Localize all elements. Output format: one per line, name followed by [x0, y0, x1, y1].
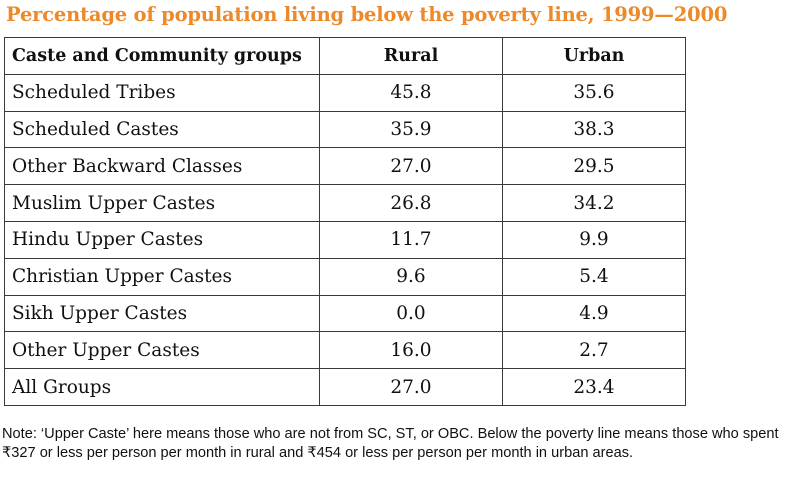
rural-cell: 27.0 [319, 147, 503, 186]
group-cell: Hindu Upper Castes [4, 220, 320, 259]
urban-cell: 2.7 [502, 331, 686, 370]
group-cell: Scheduled Castes [4, 110, 320, 149]
group-cell: Scheduled Tribes [4, 73, 320, 112]
rural-cell: 11.7 [319, 220, 503, 259]
rural-cell: 26.8 [319, 184, 503, 222]
table-row: Scheduled Tribes 45.8 35.6 [4, 73, 686, 112]
table-row: Other Upper Castes 16.0 2.7 [4, 331, 686, 370]
total-rural-cell: 27.0 [319, 368, 503, 406]
urban-cell: 29.5 [502, 147, 686, 186]
table-row: Scheduled Castes 35.9 38.3 [4, 110, 686, 149]
urban-cell: 34.2 [502, 184, 686, 222]
total-urban-cell: 23.4 [502, 368, 686, 406]
total-group-cell: All Groups [4, 368, 320, 406]
header-row: Caste and Community groups Rural Urban [4, 37, 686, 75]
rural-cell: 16.0 [319, 331, 503, 370]
footnote: Note: ‘Upper Caste’ here means those who… [2, 426, 779, 461]
total-row: All Groups 27.0 23.4 [4, 368, 686, 406]
group-cell: Other Backward Classes [4, 147, 320, 186]
header-group: Caste and Community groups [4, 37, 320, 75]
header-rural: Rural [319, 37, 503, 75]
group-cell: Other Upper Castes [4, 331, 320, 370]
poverty-table: Caste and Community groups Rural Urban S… [4, 37, 686, 406]
urban-cell: 38.3 [502, 110, 686, 149]
group-cell: Muslim Upper Castes [4, 184, 320, 222]
rural-cell: 45.8 [319, 73, 503, 112]
urban-cell: 9.9 [502, 220, 686, 259]
table-row: Muslim Upper Castes 26.8 34.2 [4, 184, 686, 222]
table-row: Hindu Upper Castes 11.7 9.9 [4, 220, 686, 259]
urban-cell: 35.6 [502, 73, 686, 112]
table-row: Other Backward Classes 27.0 29.5 [4, 147, 686, 186]
group-cell: Sikh Upper Castes [4, 294, 320, 333]
rural-cell: 9.6 [319, 257, 503, 296]
rural-cell: 35.9 [319, 110, 503, 149]
table-row: Christian Upper Castes 9.6 5.4 [4, 257, 686, 296]
header-urban: Urban [502, 37, 686, 75]
table-row: Sikh Upper Castes 0.0 4.9 [4, 294, 686, 333]
group-cell: Christian Upper Castes [4, 257, 320, 296]
rural-cell: 0.0 [319, 294, 503, 333]
urban-cell: 5.4 [502, 257, 686, 296]
table-title: Percentage of population living below th… [6, 3, 728, 26]
urban-cell: 4.9 [502, 294, 686, 333]
